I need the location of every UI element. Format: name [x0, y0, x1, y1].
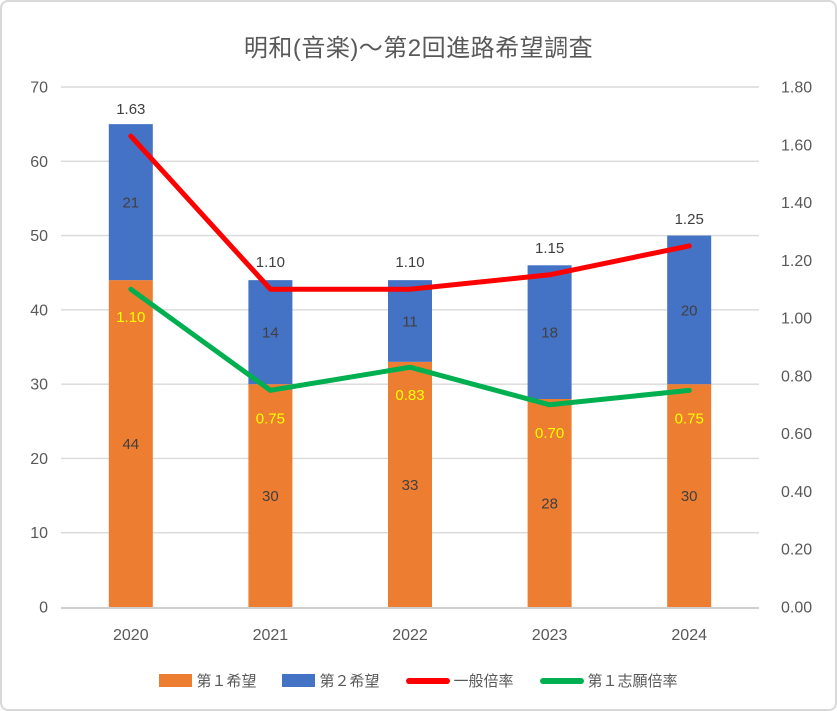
right-axis-tick-label: 1.20	[781, 253, 812, 270]
bar-value-label: 30	[262, 488, 279, 505]
line-value-label: 0.75	[256, 410, 285, 427]
line-series	[128, 133, 692, 292]
legend-label: 第１希望	[196, 673, 257, 690]
legend: 第１希望 第２希望 一般倍率 第１志願倍率	[2, 670, 835, 691]
left-axis-tick-label: 30	[30, 377, 48, 394]
bar-value-label: 33	[402, 477, 419, 494]
legend-label: 第２希望	[319, 673, 380, 690]
bar-value-label: 44	[122, 436, 139, 453]
bar-value-label: 28	[541, 496, 558, 513]
x-axis-tick-label: 2021	[253, 627, 289, 644]
right-axis-tick-label: 0.20	[781, 542, 812, 559]
x-axis-tick-label: 2020	[113, 627, 149, 644]
bar-segment	[527, 399, 572, 607]
left-axis-tick-label: 60	[30, 154, 48, 171]
bar-value-label: 14	[262, 325, 279, 342]
line-series	[128, 286, 692, 408]
right-axis-tick-label: 1.40	[781, 195, 812, 212]
bar-value-label: 20	[681, 302, 698, 319]
left-axis-tick-label: 50	[30, 228, 48, 245]
bar-segment	[527, 265, 572, 399]
bar-value-label: 18	[541, 325, 558, 342]
right-axis-tick-label: 0.80	[781, 368, 812, 385]
legend-item: 第１希望	[159, 670, 256, 691]
line-value-label: 1.15	[535, 240, 564, 257]
bar-segment	[388, 361, 432, 607]
bar-segment	[388, 280, 432, 362]
bar-segment	[248, 384, 293, 607]
line-value-label: 0.70	[535, 425, 564, 442]
bar-segment	[248, 280, 293, 385]
bar-segment	[667, 384, 712, 607]
left-axis-tick-label: 0	[39, 600, 48, 617]
line-value-label: 1.10	[256, 254, 285, 271]
right-axis-tick-label: 1.00	[781, 311, 812, 328]
left-axis-tick-label: 40	[30, 302, 48, 319]
legend-bar-swatch	[282, 674, 316, 687]
legend-line-swatch	[539, 677, 584, 684]
left-axis-tick-label: 10	[30, 525, 48, 542]
x-axis-tick-label: 2023	[532, 627, 568, 644]
line-value-label: 1.10	[116, 309, 145, 326]
legend-label: 第１志願倍率	[587, 673, 678, 690]
line-value-label: 1.63	[116, 101, 145, 118]
right-axis-tick-label: 1.60	[781, 137, 812, 154]
legend-bar-swatch	[159, 674, 193, 687]
legend-label: 一般倍率	[453, 673, 514, 690]
bar-segment	[667, 235, 712, 385]
line-value-label: 1.25	[675, 211, 704, 228]
legend-item: 第１志願倍率	[539, 670, 678, 691]
bar-segment	[108, 280, 153, 607]
right-axis-tick-label: 0.40	[781, 484, 812, 501]
right-axis-tick-label: 1.80	[781, 80, 812, 97]
bar-value-label: 21	[122, 195, 139, 212]
bar-value-label: 11	[402, 314, 418, 331]
left-axis-tick-label: 70	[30, 80, 48, 97]
x-axis-tick-label: 2022	[392, 627, 428, 644]
right-axis-tick-label: 0.00	[781, 600, 812, 617]
bar-value-label: 30	[681, 488, 698, 505]
x-axis-tick-label: 2024	[671, 627, 707, 644]
line-value-label: 0.75	[675, 410, 704, 427]
left-axis-tick-label: 20	[30, 451, 48, 468]
line-value-label: 0.83	[395, 387, 424, 404]
legend-item: 一般倍率	[405, 670, 514, 691]
line-value-label: 1.10	[395, 254, 424, 271]
legend-item: 第２希望	[282, 670, 380, 691]
right-axis-tick-label: 0.60	[781, 426, 812, 443]
legend-line-swatch	[405, 677, 450, 684]
